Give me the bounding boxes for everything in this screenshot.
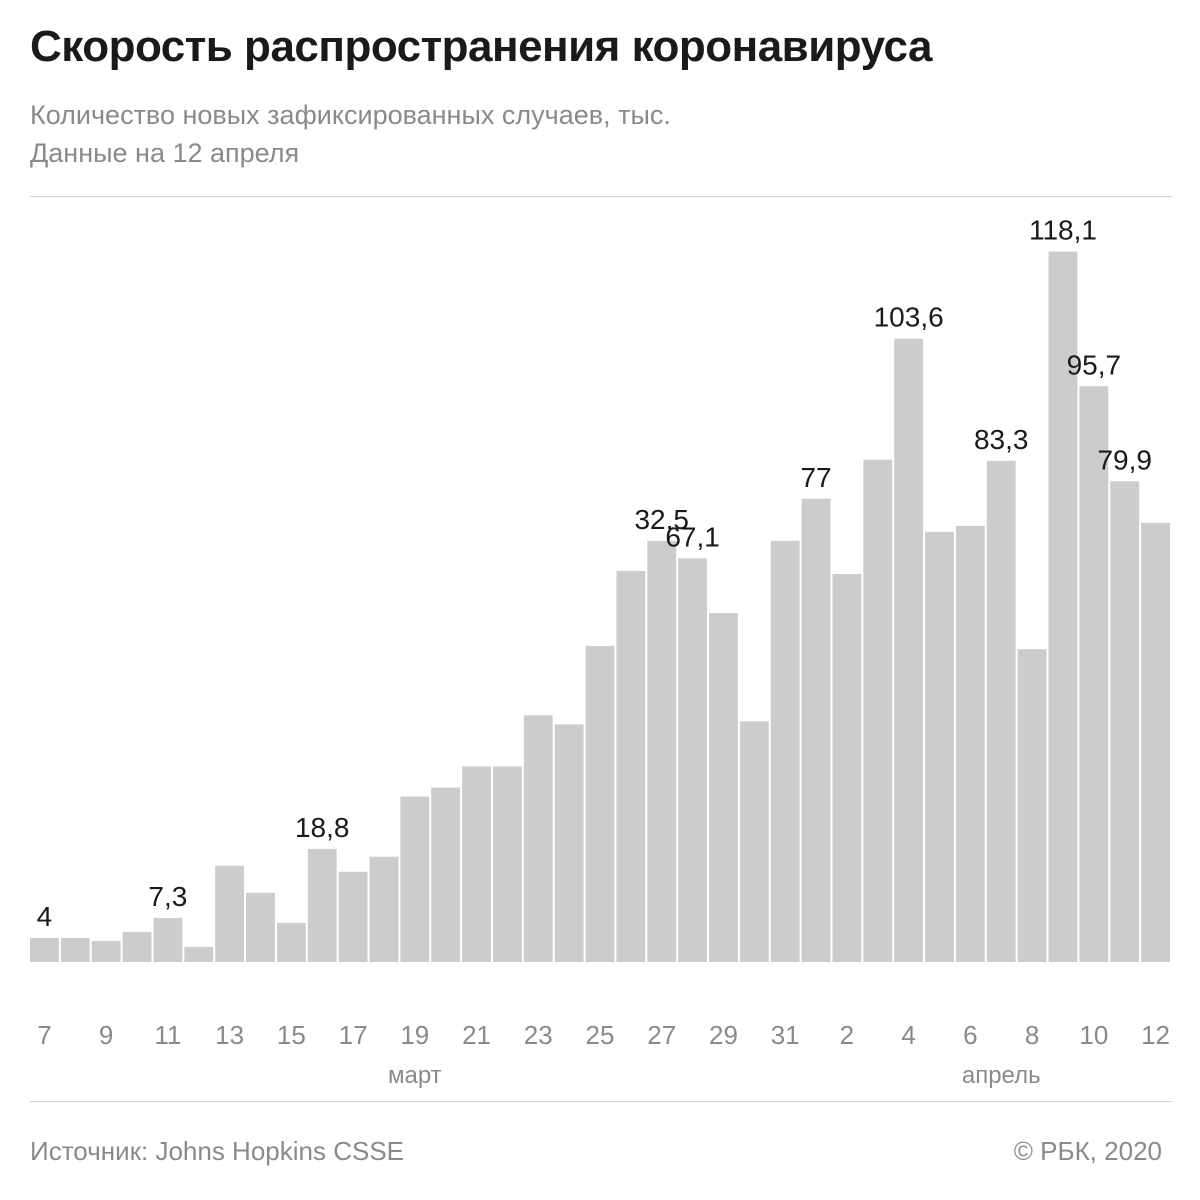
bar-6 [955,525,985,962]
bar-30 [739,721,769,962]
x-tick-label: 25 [586,1020,615,1050]
bar-16 [307,848,337,962]
bar-21 [462,766,491,962]
bar-27 [647,540,677,962]
bar-29 [709,613,738,962]
bar-13 [215,865,245,962]
x-tick-label: 10 [1079,1020,1108,1050]
month-label: март [388,1062,442,1089]
bar-1 [801,498,831,962]
x-tick-label: 9 [99,1020,113,1050]
x-tick-label: 13 [215,1020,244,1050]
bar-12 [184,946,214,962]
source-note: Источник: Johns Hopkins CSSE [30,1136,405,1166]
bar-7 [30,937,59,962]
bar-25 [585,646,615,962]
copyright-note: © РБК, 2020 [1013,1136,1162,1166]
bar-18 [369,856,399,962]
bar-24 [554,724,584,962]
bar-19 [400,796,430,962]
x-tick-label: 8 [1025,1020,1039,1050]
x-tick-label: 31 [771,1020,800,1050]
data-label: 118,1 [1029,215,1097,246]
subtitle-date: Данные на 12 апреля [30,138,300,168]
data-label: 32,5 [634,504,689,535]
x-tick-label: 12 [1141,1020,1170,1050]
data-label: 4 [37,901,53,932]
bar-8 [1017,649,1047,962]
x-tick-label: 15 [277,1020,306,1050]
data-label: 103,6 [874,302,944,333]
bar-10 [122,931,152,962]
x-tick-label: 11 [154,1020,181,1050]
bar-4 [894,338,924,962]
data-label: 83,3 [974,424,1029,455]
data-label: 95,7 [1067,349,1122,380]
bar-28 [678,558,708,962]
bar-23 [523,715,553,962]
bar-3 [863,459,893,962]
bar-2 [832,573,862,962]
bar-chart: 4 7,3 18,8 32,567,1 77 103,6 83,3 118,1 95,7 79,9… [30,215,1170,1089]
bar-5 [925,531,954,962]
x-tick-label: 19 [400,1020,429,1050]
bar-15 [276,922,306,962]
x-tick-label: 6 [963,1020,977,1050]
bar-17 [338,871,368,962]
bar-10 [1079,386,1109,962]
bar-26 [616,570,646,962]
x-tick-label: 29 [709,1020,738,1050]
bottom-divider [30,1101,1172,1102]
x-tick-label: 4 [901,1020,915,1050]
data-label: 7,3 [148,881,187,912]
data-label: 18,8 [295,812,350,843]
x-tick-label: 17 [339,1020,368,1050]
chart-title: Скорость распространения коронавируса [30,22,932,71]
bar-9 [91,940,121,962]
bar-31 [770,540,800,962]
bar-8 [60,937,90,962]
data-label: 79,9 [1097,444,1152,475]
bar-9 [1048,251,1078,962]
bar-7 [986,460,1016,962]
subtitle-units: Количество новых зафиксированных случаев… [30,100,671,130]
bar-12 [1141,522,1170,962]
bar-22 [492,766,522,962]
bar-14 [246,892,275,962]
x-tick-label: 2 [840,1020,854,1050]
bar-11 [153,918,183,962]
month-label: апрель [962,1062,1041,1089]
chart-subtitle: Количество новых зафиксированных случаев… [30,96,671,172]
data-label: 67,1 [665,521,720,552]
x-tick-label: 23 [524,1020,553,1050]
x-tick-label: 21 [462,1020,491,1050]
data-label: 77 [800,462,831,493]
top-divider [30,196,1172,197]
x-tick-label: 7 [37,1020,51,1050]
bar-11 [1110,481,1140,962]
bar-20 [431,787,461,962]
x-tick-label: 27 [647,1020,676,1050]
